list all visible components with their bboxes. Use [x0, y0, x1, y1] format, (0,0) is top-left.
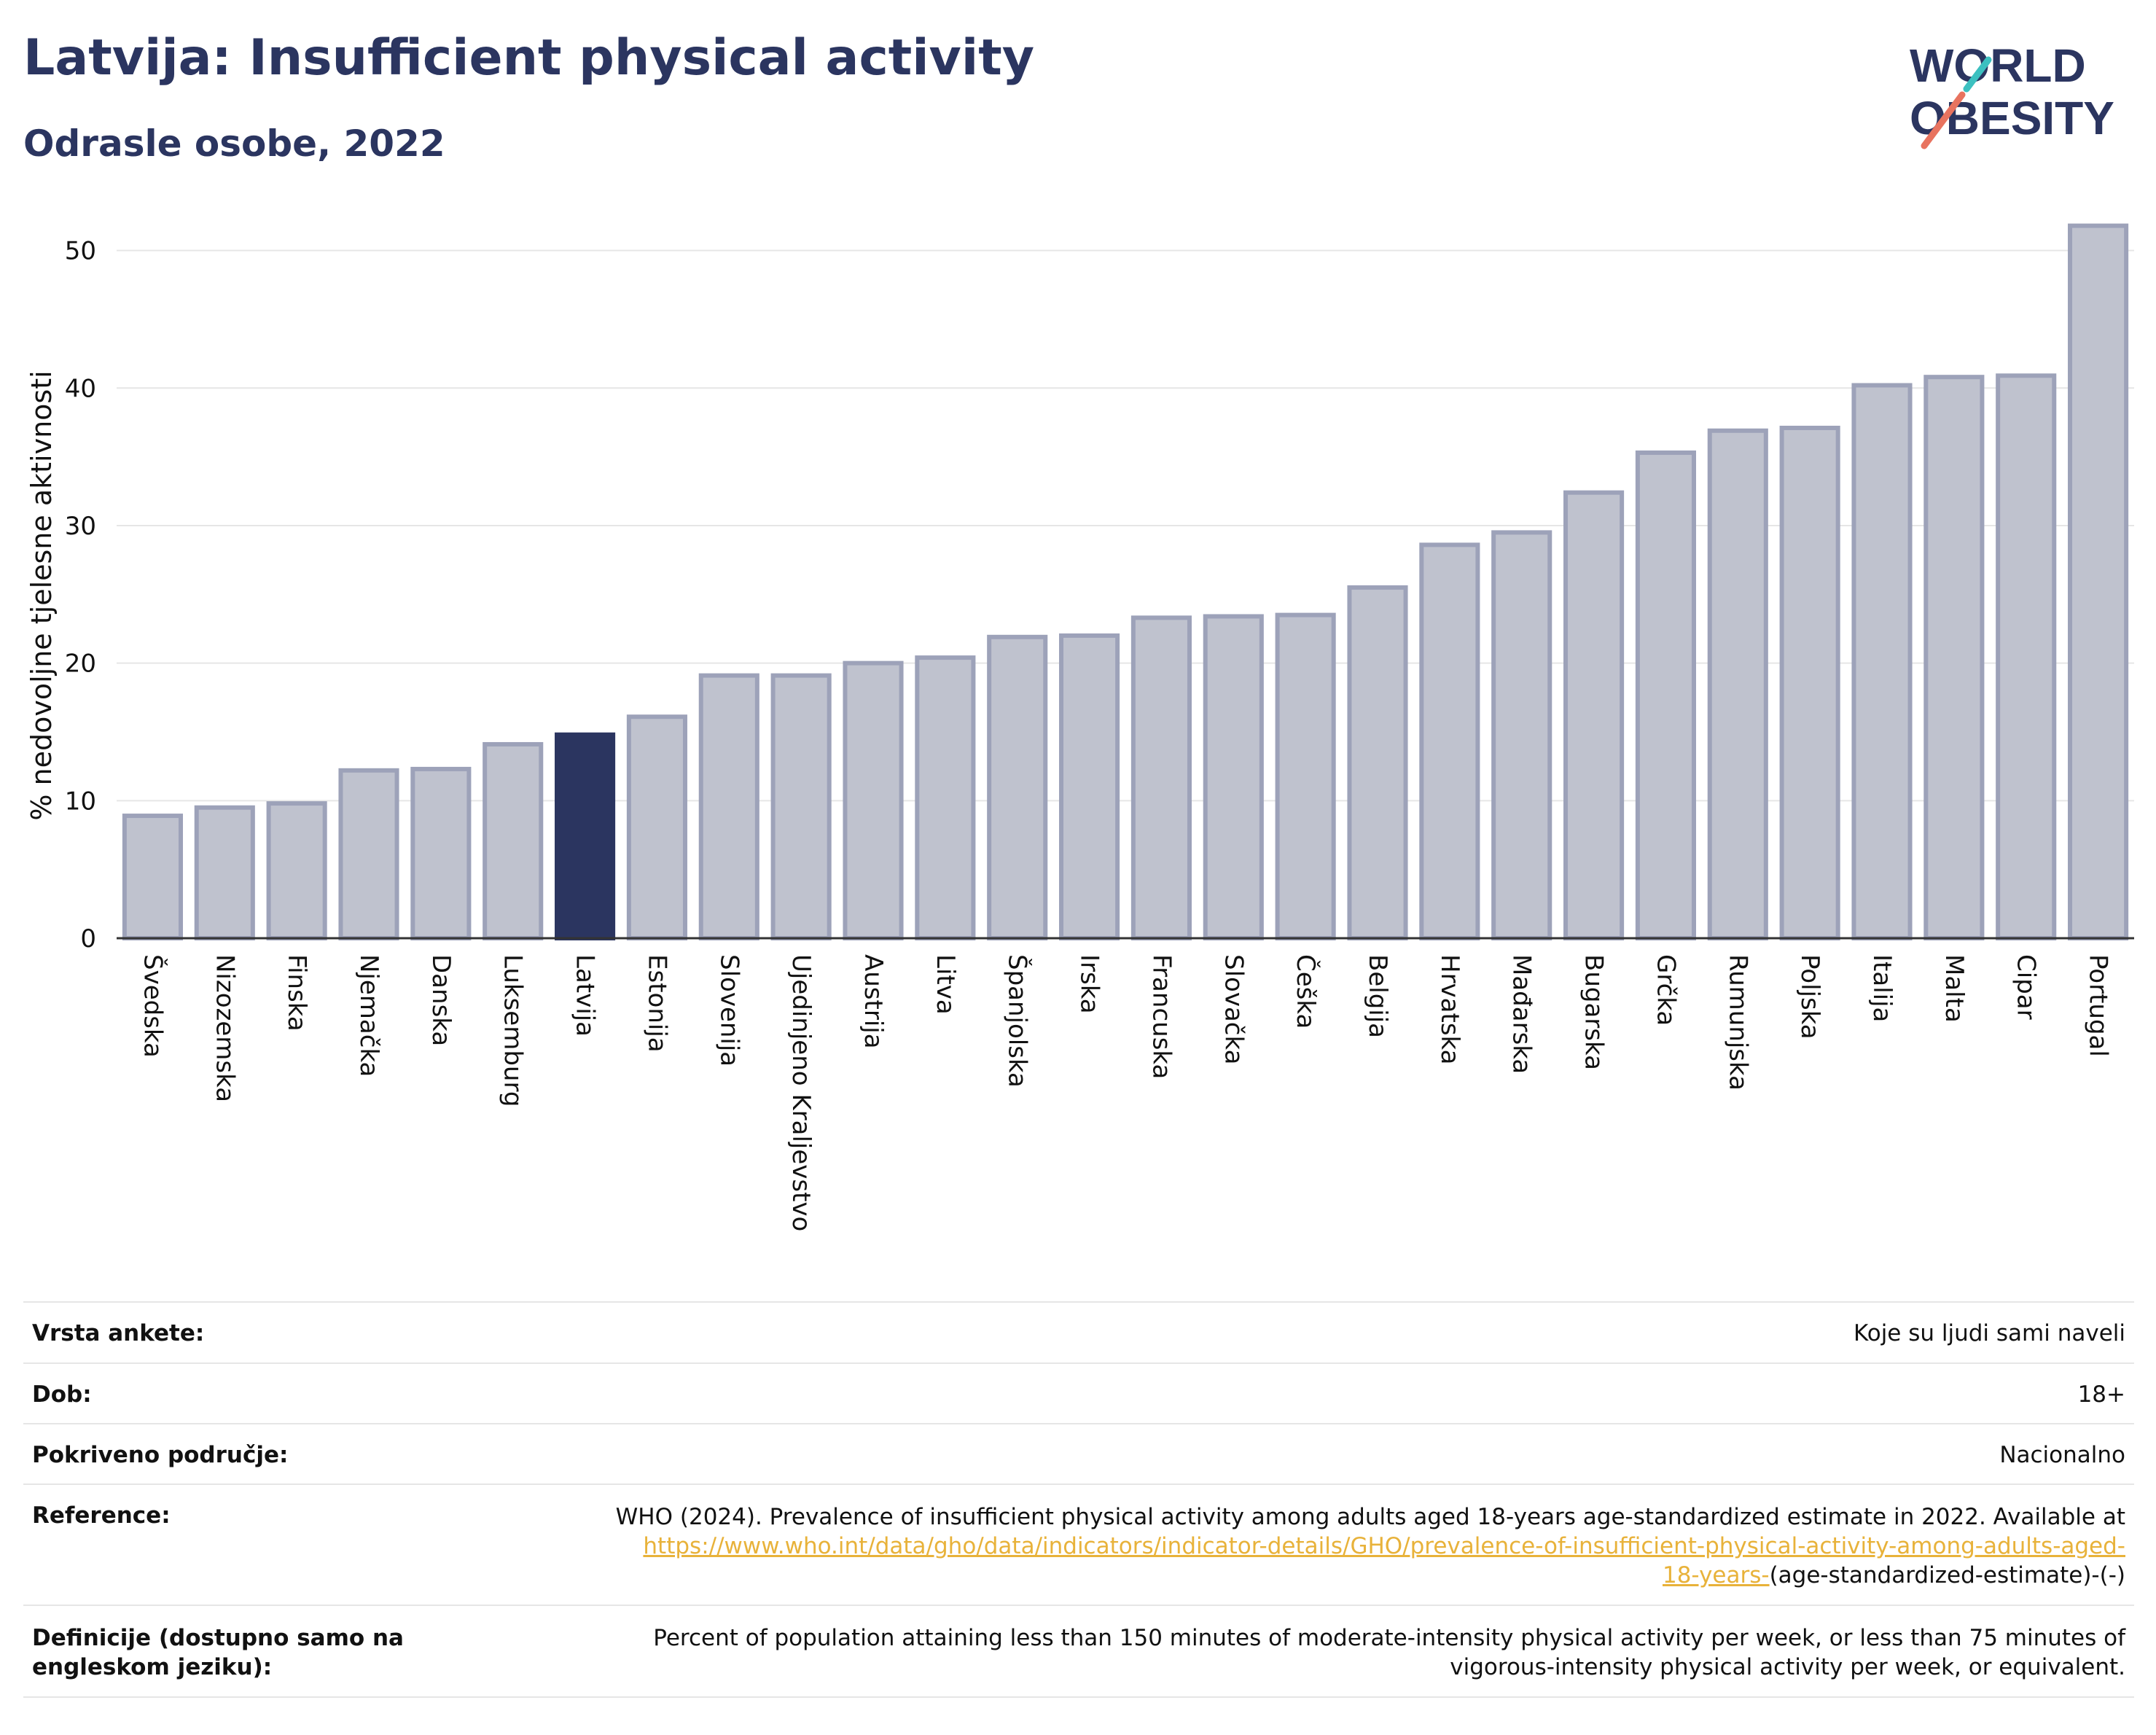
- logo-slash-teal: [1963, 56, 1992, 93]
- x-tick-label: Austrija: [859, 954, 888, 1049]
- bar-Italija: [1851, 383, 1913, 940]
- x-tick-label: Poljska: [1795, 954, 1824, 1040]
- bar-Irska: [1059, 633, 1120, 940]
- coverage-value: Nacionalno: [551, 1423, 2134, 1484]
- x-tick-label: Luksemburg: [499, 954, 528, 1107]
- x-tick-label: Ujedinjeno Kraljevstvo: [786, 954, 816, 1231]
- page-subtitle: Odrasle osobe, 2022: [23, 122, 445, 165]
- age-value: 18+: [551, 1362, 2134, 1424]
- row-coverage: Pokriveno područje: Nacionalno: [23, 1423, 2134, 1484]
- x-tick-label: Belgija: [1363, 954, 1392, 1038]
- x-axis-ticks: Švedska Nizozemska Finska Njemačka Danska Luk…: [138, 954, 2112, 1231]
- info-table: Vrsta ankete: Koje su ljudi sami naveli …: [23, 1301, 2134, 1698]
- x-tick-label: Bugarska: [1579, 954, 1609, 1070]
- reference-text: WHO (2024). Prevalence of insufficient p…: [615, 1504, 2125, 1530]
- bar-Francuska: [1130, 615, 1192, 941]
- bars: [122, 223, 2129, 941]
- y-axis-ticks: 0 10 20 30 40 50: [65, 237, 96, 954]
- logo-text-obesity: OBESITY: [1910, 92, 2114, 144]
- age-label: Dob:: [23, 1362, 551, 1424]
- y-tick-label: 10: [65, 787, 96, 816]
- x-tick-label: Rumunjska: [1723, 954, 1752, 1091]
- x-tick-label: Mađarska: [1507, 954, 1536, 1074]
- bar-Belgija: [1347, 585, 1408, 940]
- bar-Grčka: [1635, 450, 1696, 940]
- bar-Slovačka: [1203, 614, 1264, 940]
- bar-Španjolska: [987, 634, 1048, 941]
- x-tick-label: Slovačka: [1219, 954, 1248, 1064]
- y-tick-label: 30: [65, 512, 96, 541]
- row-survey-type: Vrsta ankete: Koje su ljudi sami naveli: [23, 1301, 2134, 1363]
- bar-Malta: [1923, 375, 1985, 941]
- x-tick-label: Cipar: [2012, 954, 2041, 1020]
- x-tick-label: Finska: [282, 954, 311, 1032]
- bar-Ujedinjeno Kraljevstvo: [770, 673, 832, 940]
- bar-Hrvatska: [1419, 542, 1480, 940]
- bar-Finska: [266, 801, 327, 941]
- row-age: Dob: 18+: [23, 1362, 2134, 1424]
- bar-Slovenija: [698, 673, 759, 940]
- x-tick-label: Portugal: [2084, 954, 2113, 1057]
- survey-type-value: Koje su ljudi sami naveli: [551, 1301, 2134, 1363]
- x-tick-label: Irska: [1075, 954, 1104, 1014]
- y-tick-label: 20: [65, 650, 96, 679]
- x-tick-label: Hrvatska: [1435, 954, 1464, 1064]
- survey-type-label: Vrsta ankete:: [23, 1301, 551, 1363]
- reference-suffix: (age-standardized-estimate)-(-): [1769, 1562, 2125, 1588]
- bar-Estonija: [626, 714, 687, 941]
- bar-Njemačka: [338, 768, 399, 941]
- x-tick-label: Švedska: [138, 954, 168, 1058]
- y-tick-label: 0: [80, 924, 96, 954]
- x-tick-label: Češka: [1291, 954, 1321, 1029]
- bar-Mađarska: [1491, 530, 1552, 940]
- reference-link[interactable]: https://www.who.int/data/gho/data/indica…: [643, 1533, 2125, 1588]
- y-axis-label: % nedovoljne tjelesne aktivnosti: [26, 370, 58, 820]
- reference-label: Reference:: [23, 1483, 551, 1605]
- bar-Češka: [1275, 612, 1336, 940]
- row-reference: Reference: WHO (2024). Prevalence of ins…: [23, 1483, 2134, 1605]
- x-tick-label: Njemačka: [354, 954, 383, 1077]
- logo-text-world: WORLD: [1910, 39, 2086, 92]
- bar-Litva: [915, 655, 976, 941]
- bar-Rumunjska: [1707, 428, 1768, 941]
- x-tick-label: Slovenija: [714, 954, 743, 1067]
- bar-Austrija: [843, 660, 904, 940]
- x-tick-label: Francuska: [1147, 954, 1176, 1079]
- x-tick-label: Latvija: [571, 954, 600, 1037]
- world-obesity-logo: WORLD OBESITY: [1910, 39, 2114, 149]
- x-tick-label: Italija: [1867, 954, 1897, 1022]
- y-tick-label: 40: [65, 374, 96, 403]
- x-tick-label: Estonija: [642, 954, 671, 1053]
- x-tick-label: Danska: [426, 954, 456, 1046]
- bar-Švedska: [122, 814, 183, 941]
- bar-Cipar: [1996, 373, 2057, 940]
- page-title: Latvija: Insufficient physical activity: [23, 29, 1035, 87]
- bar-chart: 0 10 20 30 40 50 Švedska Nizozemska Finska Njema…: [26, 223, 2134, 1231]
- bar-Bugarska: [1563, 490, 1625, 940]
- bar-Latvija: [555, 732, 616, 940]
- reference-value: WHO (2024). Prevalence of insufficient p…: [551, 1483, 2134, 1605]
- coverage-label: Pokriveno područje:: [23, 1423, 551, 1484]
- x-tick-label: Grčka: [1651, 954, 1680, 1026]
- logo-slash-red: [1921, 91, 1966, 149]
- bar-Danska: [410, 766, 472, 940]
- definitions-text: Percent of population attaining less tha…: [551, 1605, 2134, 1698]
- bar-Nizozemska: [194, 805, 255, 940]
- x-tick-label: Litva: [931, 954, 960, 1015]
- x-tick-label: Španjolska: [1003, 954, 1033, 1088]
- x-tick-label: Nizozemska: [210, 954, 239, 1102]
- bar-Portugal: [2068, 223, 2129, 941]
- definitions-label: Definicije (dostupno samo na engleskom j…: [23, 1605, 551, 1698]
- bar-Luksemburg: [483, 741, 544, 941]
- row-definitions: Definicije (dostupno samo na engleskom j…: [23, 1605, 2134, 1698]
- x-tick-label: Malta: [1940, 954, 1969, 1023]
- y-tick-label: 50: [65, 237, 96, 266]
- bar-Poljska: [1779, 426, 1840, 940]
